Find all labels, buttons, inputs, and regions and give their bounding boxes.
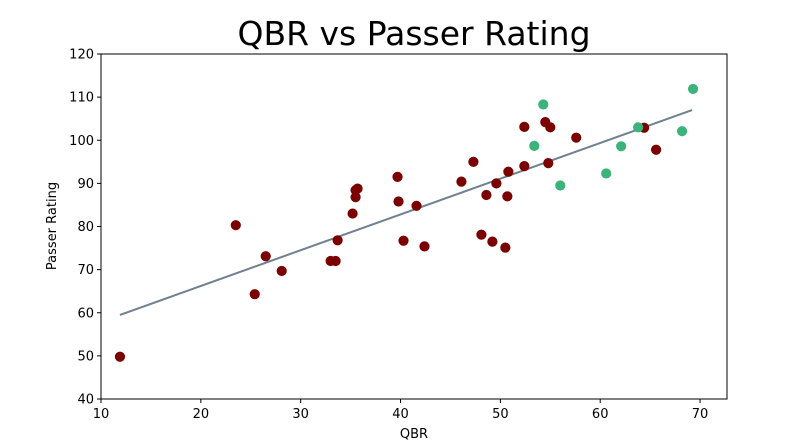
green-point bbox=[538, 99, 549, 110]
red-point bbox=[392, 171, 403, 183]
green-point bbox=[687, 83, 699, 95]
red-point bbox=[543, 158, 554, 169]
red-point bbox=[393, 196, 404, 207]
red-point bbox=[419, 241, 430, 252]
x-tick-label: 10 bbox=[93, 407, 110, 422]
plot-frame bbox=[100, 53, 728, 400]
y-tick-label: 90 bbox=[77, 177, 94, 192]
y-tick-label: 70 bbox=[77, 263, 94, 278]
x-axis-label: QBR bbox=[400, 427, 428, 442]
green-point bbox=[601, 168, 612, 179]
red-point bbox=[500, 242, 511, 253]
green-point bbox=[529, 140, 540, 151]
y-tick-label: 120 bbox=[69, 48, 94, 63]
red-point bbox=[276, 265, 287, 277]
green-point bbox=[633, 122, 644, 133]
red-point bbox=[571, 132, 582, 143]
x-tick-label: 20 bbox=[193, 407, 210, 422]
green-point bbox=[555, 180, 566, 191]
red-point bbox=[332, 235, 343, 246]
red-point bbox=[350, 192, 361, 203]
x-tick-label: 60 bbox=[592, 407, 609, 422]
red-point bbox=[476, 229, 487, 240]
red-point bbox=[330, 255, 341, 267]
red-point bbox=[114, 351, 126, 362]
x-tick-label: 70 bbox=[692, 407, 709, 422]
red-point bbox=[249, 289, 260, 300]
red-point bbox=[519, 161, 530, 172]
red-point bbox=[260, 251, 271, 262]
green-point bbox=[676, 126, 688, 137]
x-tick-label: 40 bbox=[392, 407, 409, 422]
y-tick-label: 80 bbox=[77, 220, 94, 235]
y-axis: 40 50 60 70 80 90 100 110 120 bbox=[69, 48, 101, 408]
y-axis-label: Passer Rating bbox=[45, 182, 60, 270]
red-point bbox=[519, 121, 530, 132]
red-point bbox=[398, 235, 409, 246]
x-tick-label: 50 bbox=[492, 407, 509, 422]
trend-line-layer bbox=[119, 109, 693, 316]
red-point bbox=[502, 191, 513, 202]
red-point bbox=[545, 122, 556, 133]
y-tick-label: 60 bbox=[77, 306, 94, 321]
red-point bbox=[503, 166, 514, 177]
red-point bbox=[468, 156, 479, 167]
y-tick-label: 40 bbox=[77, 393, 94, 408]
red-point bbox=[651, 144, 662, 155]
red-point bbox=[352, 183, 363, 194]
y-tick-label: 100 bbox=[69, 134, 94, 149]
red-point bbox=[411, 200, 422, 211]
red-point bbox=[456, 176, 467, 187]
red-point bbox=[491, 178, 502, 189]
red-point bbox=[347, 208, 358, 219]
x-axis: 10 20 30 40 50 60 70 bbox=[93, 399, 709, 422]
x-tick-label: 30 bbox=[292, 407, 309, 422]
green-point bbox=[616, 141, 627, 152]
red-point bbox=[487, 236, 498, 247]
y-tick-label: 110 bbox=[69, 91, 94, 106]
y-tick-label: 50 bbox=[77, 349, 94, 364]
trend-line bbox=[119, 109, 693, 316]
points-layer bbox=[114, 83, 699, 362]
chart-title: QBR vs Passer Rating bbox=[237, 14, 590, 53]
red-point bbox=[230, 220, 241, 231]
red-point bbox=[481, 189, 492, 201]
